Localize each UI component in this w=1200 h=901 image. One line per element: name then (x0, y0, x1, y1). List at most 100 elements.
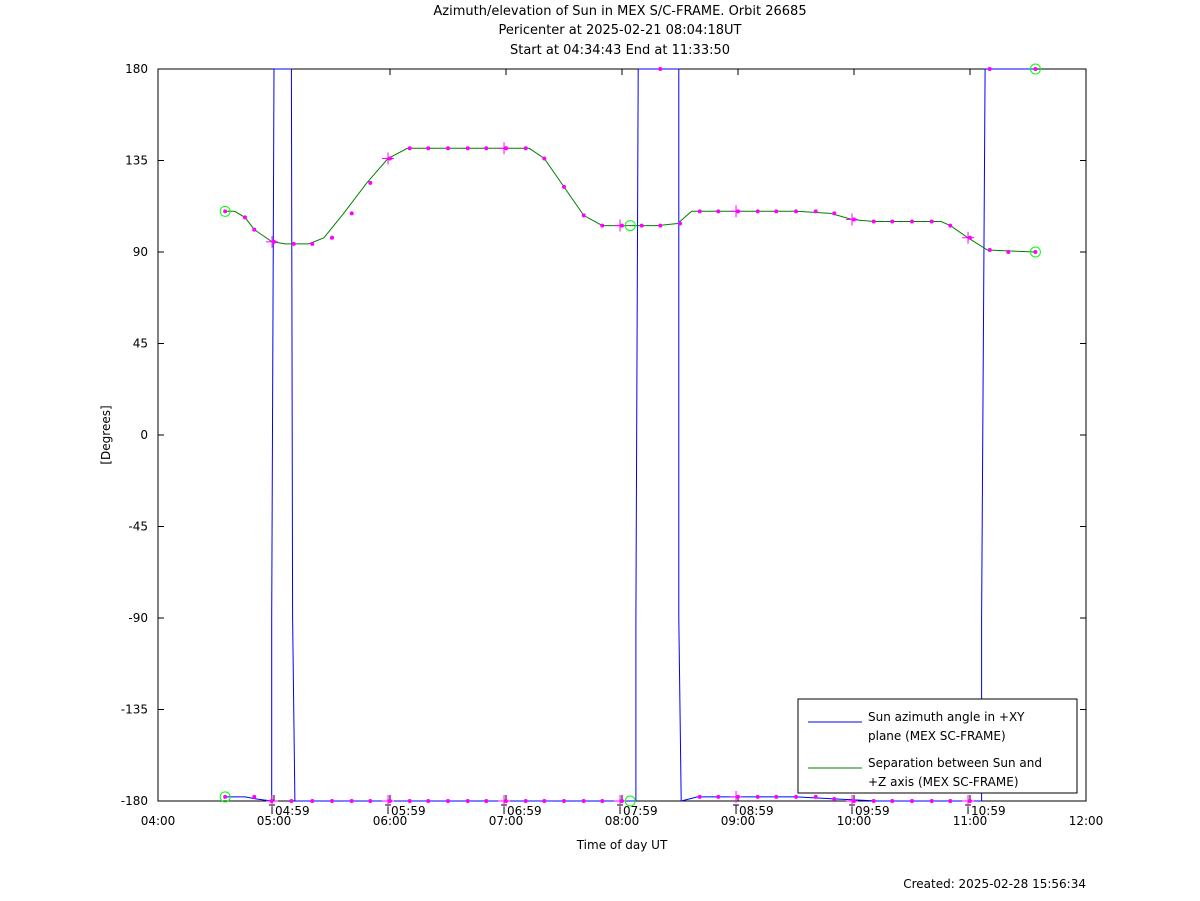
azimuth-data-point (716, 794, 721, 799)
separation-data-point (310, 241, 315, 246)
azimuth-data-point (697, 794, 702, 799)
time-marker-label: 04:59 (275, 804, 310, 818)
separation-data-point (243, 215, 247, 220)
x-tick-label: 07:00 (489, 814, 524, 828)
azimuth-data-point (987, 67, 992, 71)
separation-data-point (1033, 250, 1038, 254)
separation-data-point (291, 241, 296, 246)
x-tick-label: 04:00 (141, 814, 176, 828)
separation-data-point (426, 146, 431, 151)
x-tick-label: 09:00 (721, 814, 756, 828)
azimuth-data-point (446, 799, 450, 803)
x-tick-label: 12:00 (1069, 814, 1104, 828)
y-tick-label: 135 (125, 154, 148, 168)
y-tick-label: -90 (128, 611, 148, 625)
x-tick-label: 08:00 (605, 814, 640, 828)
time-marker-label: 09:59 (855, 804, 890, 818)
separation-data-point (484, 146, 489, 151)
separation-data-point (910, 219, 914, 224)
azimuth-data-point (813, 794, 818, 799)
legend: Sun azimuth angle in +XY plane (MEX SC-FR… (797, 698, 1078, 794)
endpoint-marker (1029, 63, 1041, 75)
time-span-line: Start at 04:34:43 End at 11:33:50 (509, 43, 731, 58)
azimuth-data-point (794, 794, 798, 799)
azimuth-data-point (755, 794, 760, 799)
azimuth-data-point (407, 799, 412, 803)
azimuth-data-point (890, 799, 895, 803)
endpoint-marker (624, 220, 636, 232)
separation-data-point (871, 219, 876, 224)
azimuth-data-point (349, 799, 354, 803)
y-tick-label: 0 (140, 428, 148, 442)
azimuth-data-point (658, 67, 663, 71)
azimuth-data-point (289, 799, 294, 803)
pericenter-line: Pericenter at 2025-02-21 08:04:18UT (498, 23, 742, 38)
separation-data-point (349, 211, 354, 216)
endpoint-marker (624, 795, 636, 807)
azimuth-data-point (871, 799, 876, 803)
azimuth-data-point (368, 799, 373, 803)
y-tick-label: 90 (133, 245, 148, 259)
x-axis-label: Time of day UT (576, 838, 668, 852)
legend-label: plane (MEX SC-FRAME) (868, 729, 1006, 743)
y-tick-label: -45 (128, 520, 148, 534)
separation-data-point (407, 146, 412, 151)
legend-label: Sun azimuth angle in +XY (868, 710, 1025, 724)
time-marker-label: 08:59 (739, 804, 774, 818)
separation-data-point (716, 209, 721, 214)
azimuth-data-point (910, 799, 914, 803)
endpoint-marker (219, 205, 231, 217)
azimuth-data-point (581, 799, 586, 803)
x-tick-label: 06:00 (373, 814, 408, 828)
azimuth-data-point (832, 796, 837, 801)
separation-data-point (542, 156, 547, 161)
azimuth-data-point (310, 799, 315, 803)
chart-title: Azimuth/elevation of Sun in MEX S/C-FRAM… (433, 4, 807, 19)
y-axis-label: [Degrees] (99, 405, 113, 464)
y-tick-label: 180 (125, 62, 148, 76)
azimuth-data-point (1033, 67, 1038, 71)
separation-data-point (600, 223, 605, 228)
separation-data-point (658, 223, 663, 228)
separation-data-point (948, 223, 953, 228)
separation-data-point (813, 209, 818, 214)
azimuth-data-point (523, 799, 528, 803)
azimuth-data-point (484, 799, 489, 803)
x-tick-label: 05:00 (257, 814, 292, 828)
created-timestamp: Created: 2025-02-28 15:56:34 (903, 877, 1086, 891)
separation-data-point (678, 221, 682, 226)
separation-data-point (446, 146, 450, 151)
separation-data-point (1006, 250, 1011, 254)
y-tick-label: 45 (133, 337, 148, 351)
separation-series-line (225, 147, 1036, 253)
separation-data-point (465, 146, 470, 151)
legend-label: +Z axis (MEX SC-FRAME) (868, 775, 1019, 789)
separation-data-point (697, 209, 702, 214)
separation-data-point (639, 223, 644, 228)
time-marker-label: 06:59 (507, 804, 542, 818)
separation-data-point (929, 219, 934, 224)
separation-data-point (223, 209, 228, 214)
azimuth-series-line (225, 68, 1036, 802)
azimuth-data-point (929, 799, 934, 803)
legend-label: Separation between Sun and (868, 756, 1042, 770)
azimuth-data-point (223, 794, 228, 799)
x-tick-label: 11:00 (953, 814, 988, 828)
time-marker-label: 07:59 (623, 804, 658, 818)
azimuth-data-point (330, 799, 334, 803)
separation-data-point (890, 219, 895, 224)
azimuth-data-point (465, 799, 470, 803)
separation-data-point (523, 146, 528, 151)
separation-data-point (252, 227, 257, 232)
separation-data-point (581, 213, 586, 218)
separation-data-point (330, 235, 334, 240)
azimuth-data-point (774, 794, 779, 799)
separation-data-point (755, 209, 760, 214)
plot-frame (157, 68, 1087, 802)
azimuth-data-point (426, 799, 431, 803)
endpoint-marker (1029, 246, 1041, 258)
endpoint-marker (219, 791, 231, 803)
legend-box (797, 698, 1078, 794)
separation-data-point (368, 180, 373, 185)
azimuth-data-point (252, 794, 257, 799)
